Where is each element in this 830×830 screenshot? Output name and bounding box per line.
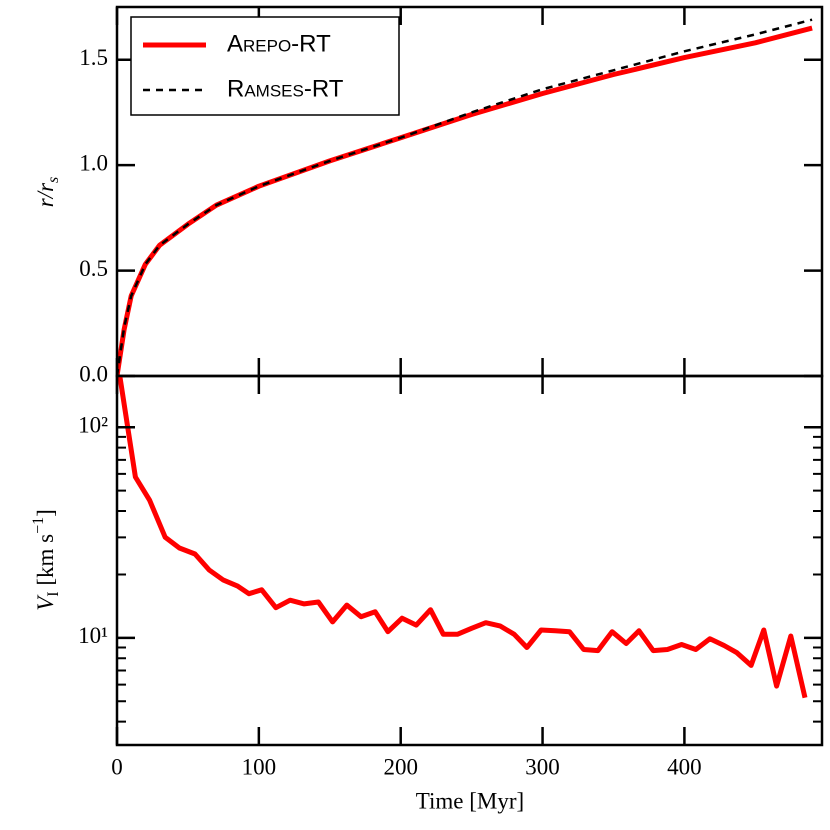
x-tick-label: 300 [525,754,560,779]
y-tick-label: 1.0 [79,150,108,175]
data-line [117,25,813,376]
x-tick-label: 200 [383,754,418,779]
y-tick-label: 0.0 [79,361,108,386]
legend-box [130,16,400,116]
legend-label: Arepo-RT [227,30,331,57]
x-axis-label: Time [Myr] [416,788,524,813]
y-tick-label: 10¹ [78,623,108,648]
x-tick-label: 400 [667,754,702,779]
plot-frame [115,374,824,747]
y-axis-label: r/rs [33,177,61,208]
x-tick-label: 100 [242,754,277,779]
legend-label: Ramses-RT [227,75,344,102]
data-line [117,376,808,699]
y-axis-label: VI [km s−1] [30,509,62,611]
y-tick-label: 1.5 [79,45,108,70]
data-line [117,18,813,376]
x-tick-label: 0 [111,754,123,779]
y-tick-label: 0.5 [79,256,108,281]
y-tick-label: 10² [78,412,108,437]
